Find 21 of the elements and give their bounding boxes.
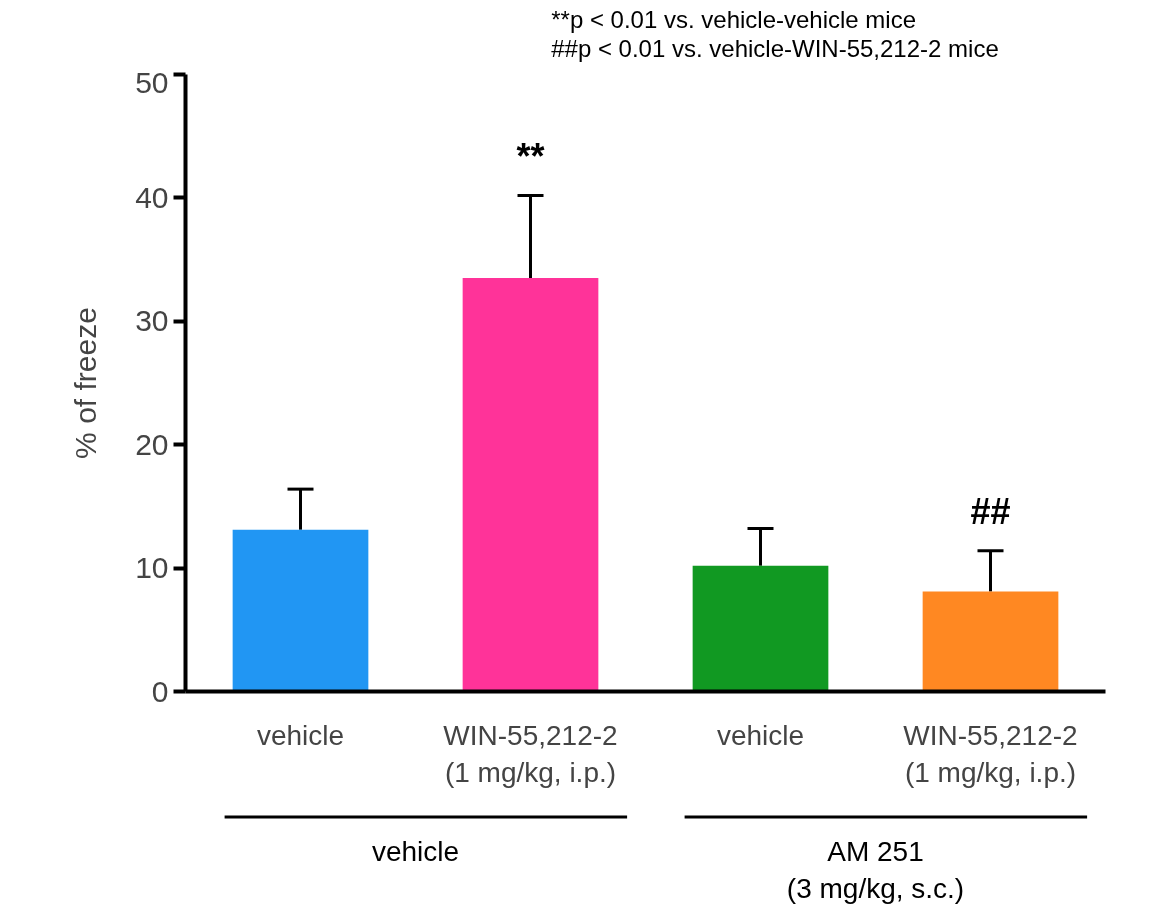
x-tick-label: vehicle: [716, 719, 805, 751]
y-tick-label: 30: [135, 304, 169, 338]
text: ##p < 0.01 vs. vehicle-WIN-55,212-2 mice: [551, 34, 999, 62]
text: AM 251 (3 mg/kg, s.c.): [786, 836, 965, 905]
x-tick-label: WIN-55,212-2 (1 mg/kg, i.p.): [903, 719, 1078, 788]
bar: [692, 565, 829, 692]
text: **p < 0.01 vs. vehicle-vehicle mice: [551, 5, 917, 33]
y-tick-label: 10: [135, 551, 169, 585]
y-tick-label: 50: [135, 65, 169, 99]
bar: [232, 529, 369, 692]
x-tick-label: WIN-55,212-2 (1 mg/kg, i.p.): [443, 719, 618, 788]
y-tick-label: 0: [151, 674, 169, 708]
x-tick-label: vehicle: [256, 719, 345, 751]
y-tick-label: 40: [135, 180, 169, 214]
y-axis-title: % of freeze: [69, 307, 103, 459]
bar: [922, 591, 1059, 692]
data-label: **: [516, 135, 545, 177]
y-tick-label: 20: [135, 427, 169, 461]
bar: [462, 278, 599, 692]
data-label: ##: [970, 491, 1011, 533]
text: vehicle: [371, 836, 460, 868]
